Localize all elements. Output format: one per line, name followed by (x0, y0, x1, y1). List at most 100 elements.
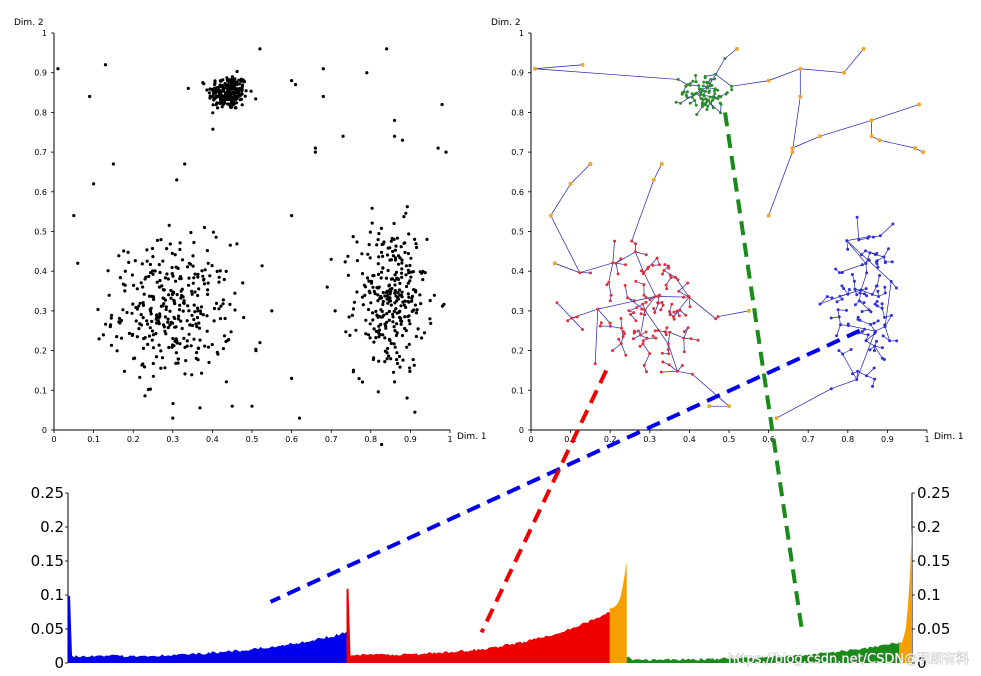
tree-node (866, 333, 870, 337)
data-point (260, 264, 264, 268)
tree-node (871, 235, 875, 239)
tree-edge (692, 373, 730, 407)
data-point (380, 242, 384, 247)
x-tick-label: 0.8 (364, 435, 377, 444)
data-point (395, 331, 399, 335)
tree-node (702, 94, 706, 98)
data-point (376, 262, 380, 266)
noise-node (651, 177, 656, 182)
tree-node (607, 280, 611, 284)
data-point (218, 89, 223, 93)
data-point (394, 333, 398, 338)
tree-node (666, 342, 670, 346)
tree-node (682, 350, 686, 354)
noise-node (707, 404, 712, 409)
data-point (391, 315, 395, 319)
data-point (380, 442, 384, 447)
data-point (231, 92, 235, 96)
data-point (376, 272, 381, 276)
tree-node (864, 287, 868, 291)
data-point (218, 269, 222, 273)
data-point (394, 244, 398, 248)
data-point (425, 237, 429, 241)
data-point (195, 351, 199, 355)
tree-node (889, 280, 893, 283)
data-point (410, 294, 415, 298)
data-point (214, 235, 218, 239)
data-point (121, 308, 125, 312)
tree-edge (776, 388, 832, 419)
data-point (217, 307, 221, 311)
tree-node (875, 300, 879, 303)
tree-node (880, 302, 884, 306)
data-point (371, 285, 375, 289)
tree-node (874, 253, 877, 257)
y-tick-label: 0 (42, 426, 47, 435)
tree-node (688, 101, 692, 105)
data-point (233, 308, 237, 312)
tree-node (876, 319, 880, 323)
tree-edge (612, 241, 615, 263)
tree-node (716, 88, 720, 92)
tree-node (614, 261, 618, 265)
data-point (405, 396, 409, 400)
data-point (377, 324, 381, 328)
tree-node (714, 72, 718, 76)
data-point (230, 75, 234, 79)
data-point (173, 253, 177, 257)
data-point (137, 304, 141, 308)
tree-edge (534, 68, 679, 80)
tree-node (677, 314, 681, 318)
data-point (146, 322, 150, 326)
noise-node (798, 66, 803, 71)
data-point (228, 88, 232, 93)
tree-edge (883, 248, 889, 258)
data-point (107, 293, 111, 297)
connector-line (269, 328, 861, 604)
data-point (221, 302, 225, 306)
data-point (389, 277, 393, 281)
data-point (218, 97, 223, 101)
noise-point (392, 134, 397, 138)
tree-edge (678, 282, 688, 292)
tree-node (890, 260, 894, 264)
noise-point (440, 102, 444, 107)
data-point (371, 318, 375, 322)
data-point (393, 256, 398, 260)
data-point (158, 278, 162, 283)
data-point (217, 280, 221, 284)
tree-node (873, 377, 877, 381)
tree-edge (819, 120, 872, 137)
data-point (211, 230, 215, 234)
tree-node (694, 80, 698, 84)
tree-node (632, 311, 636, 315)
data-point (429, 321, 433, 325)
data-point (135, 335, 139, 339)
tree-node (703, 103, 707, 107)
tree-node (658, 263, 661, 267)
y-tick-label: 0.1 (34, 386, 47, 395)
data-point (231, 82, 235, 86)
tree-node (868, 348, 872, 352)
data-point (127, 260, 131, 264)
tree-node (608, 299, 612, 303)
data-point (148, 326, 152, 330)
data-point (110, 313, 114, 317)
data-point (212, 306, 217, 311)
tree-node (882, 358, 886, 361)
data-point (207, 91, 211, 95)
tree-node (654, 336, 658, 340)
tree-node (640, 307, 644, 311)
tree-node (689, 337, 693, 341)
noise-point (325, 285, 329, 289)
tree-node (836, 308, 840, 312)
tree-node (686, 326, 690, 330)
data-point (387, 284, 391, 288)
left-tick-label: 0.05 (31, 620, 64, 638)
tree-node (838, 294, 842, 298)
tree-node (875, 339, 878, 343)
data-point (400, 295, 404, 299)
data-point (197, 321, 201, 325)
tree-node (666, 348, 670, 352)
tree-edge (859, 319, 871, 325)
